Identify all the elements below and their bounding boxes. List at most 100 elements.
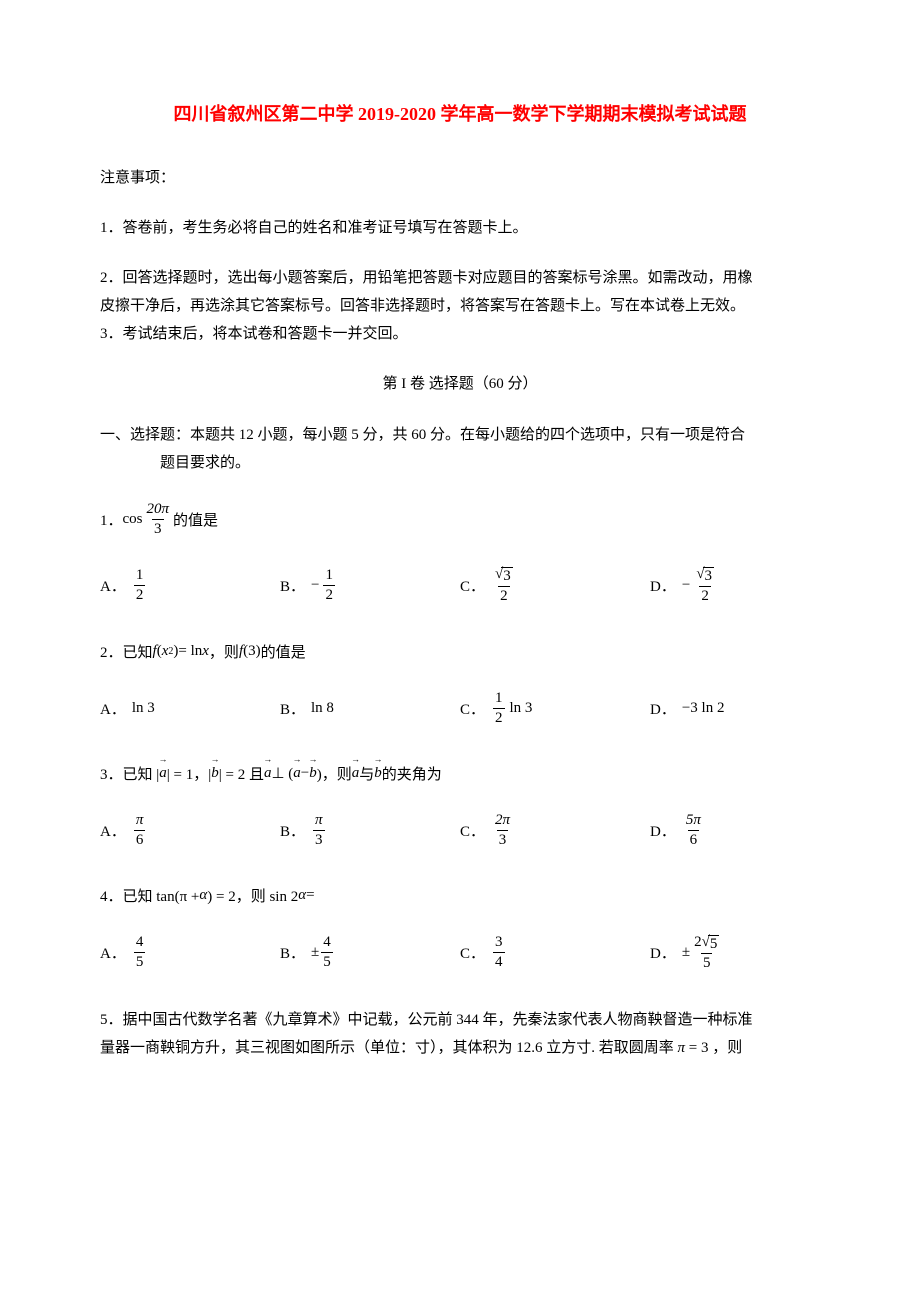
section-1-desc-a: 一、选择题：本题共 12 小题，每小题 5 分，共 60 分。在每小题给的四个选… [100,423,820,447]
frac-num: 1 [323,567,335,585]
q3-option-c: C． 2π 3 [460,812,650,849]
question-5-line2: 量器一商鞅铜方升，其三视图如图所示（单位：寸），其体积为 12.6 立方寸. 若… [100,1036,820,1060]
q1-c-frac: √3 2 [493,566,515,605]
question-4-stem: 4．已知 tan(π + α ) = 2，则 sin 2 α = [100,885,820,906]
section-1-header: 第 I 卷 选择题（60 分） [100,372,820,393]
option-label: B． [280,575,305,596]
option-label: A． [100,698,126,719]
q4-alpha: α [199,887,207,904]
q1-option-c: C． √3 2 [460,566,650,605]
q1-a-frac: 1 2 [134,567,146,604]
q3-minus: − [301,765,309,782]
frac-num: 1 [493,690,505,708]
q2-option-a: A． ln 3 [100,690,280,727]
option-label: B． [280,942,305,963]
q2-option-b: B． ln 8 [280,690,460,727]
option-label: A． [100,820,126,841]
q3-suffix: 的夹角为 [382,763,442,784]
q2-mid: ，则 [209,641,239,662]
q4-prefix: 4．已知 tan(π + [100,885,199,906]
vector-a: a [293,765,301,782]
q4-m1: ) = 2，则 sin 2 [207,885,298,906]
frac-den: 2 [699,586,711,605]
option-label: D． [650,820,676,841]
frac-num: 3 [493,934,505,952]
vector-b: b [374,765,382,782]
option-label: C． [460,820,485,841]
q4-alpha2: α [298,887,306,904]
option-label: A． [100,575,126,596]
question-2-options: A． ln 3 B． ln 8 C． 1 2 ln 3 D． −3 ln 2 [100,690,820,727]
frac-den: 5 [701,953,713,972]
q4-b-frac: 4 5 [321,934,333,971]
frac-num: 1 [134,567,146,585]
notice-item-1: 1．答卷前，考生务必将自己的姓名和准考证号填写在答题卡上。 [100,216,820,240]
q2-b-val: ln 8 [311,700,334,717]
frac-den: 2 [498,586,510,605]
q4-suffix: = [306,887,314,904]
question-2-stem: 2．已知 f(x2) = ln x ，则 f(3) 的值是 [100,641,820,662]
q1-cos: cos [123,511,143,528]
q2-a-val: ln 3 [132,700,155,717]
option-label: A． [100,942,126,963]
pm-sign: ± [311,944,319,961]
q3-option-b: B． π 3 [280,812,460,849]
question-5-line1: 5．据中国古代数学名著《九章算术》中记载，公元前 344 年，先秦法家代表人物商… [100,1008,820,1032]
frac-den: 3 [497,830,509,849]
frac-num: 4 [134,934,146,952]
q3-option-d: D． 5π 6 [650,812,820,849]
q4-option-d: D． ± 2√5 5 [650,934,820,973]
notice-heading: 注意事项： [100,166,820,190]
q2-eq: = ln [178,643,202,660]
q5-pi: π [678,1040,686,1056]
frac-num: 2π [493,812,512,830]
q3-and: 与 [359,763,374,784]
q4-c-frac: 3 4 [493,934,505,971]
q2-c-tail: ln 3 [510,700,533,717]
frac-num: π [134,812,146,830]
frac-num: 4 [321,934,333,952]
section-1-desc-b: 题目要求的。 [100,451,820,475]
option-label: B． [280,698,305,719]
question-4-options: A． 4 5 B． ± 4 5 C． 3 4 D． ± 2√5 5 [100,934,820,973]
q2-x2: x [202,643,209,660]
frac-den: 2 [323,585,335,604]
q1-frac-den: 3 [152,519,164,538]
option-label: D． [650,698,676,719]
q2-f: f [153,643,157,660]
vector-a: a [159,765,167,782]
frac-den: 3 [313,830,325,849]
q3-option-a: A． π 6 [100,812,280,849]
q2-prefix: 2．已知 [100,641,153,662]
q2-sq: 2 [168,646,173,657]
question-3-options: A． π 6 B． π 3 C． 2π 3 D． 5π 6 [100,812,820,849]
frac-den: 5 [134,952,146,971]
notice-item-2b: 皮擦干净后，再选涂其它答案标号。回答非选择题时，将答案写在答题卡上。写在本试卷上… [100,294,820,318]
q3-d-frac: 5π 6 [684,812,703,849]
q5-line2a: 量器一商鞅铜方升，其三视图如图所示（单位：寸），其体积为 12.6 立方寸. 若… [100,1040,678,1056]
option-label: C． [460,942,485,963]
option-label: C． [460,575,485,596]
q1-suffix: 的值是 [173,509,218,530]
frac-num: π [313,812,325,830]
q2-arg3: (3) [243,643,261,660]
q4-option-a: A． 4 5 [100,934,280,973]
q5-line2b: = 3 ，则 [685,1040,742,1056]
q4-option-b: B． ± 4 5 [280,934,460,973]
q2-d-val: −3 ln 2 [682,700,725,717]
neg-sign: − [311,577,319,594]
frac-den: 6 [134,830,146,849]
neg-sign: − [682,577,690,594]
frac-num: √3 [493,566,515,586]
q4-option-c: C． 3 4 [460,934,650,973]
vector-b: b [211,765,219,782]
frac-den: 4 [493,952,505,971]
frac-num: √3 [694,566,716,586]
pm-sign: ± [682,944,690,961]
vector-b: b [309,765,317,782]
q3-m3: )，则 [317,763,352,784]
q1-d-frac: √3 2 [694,566,716,605]
q3-perp: ⊥ ( [271,764,293,783]
option-label: D． [650,942,676,963]
q2-option-c: C． 1 2 ln 3 [460,690,650,727]
